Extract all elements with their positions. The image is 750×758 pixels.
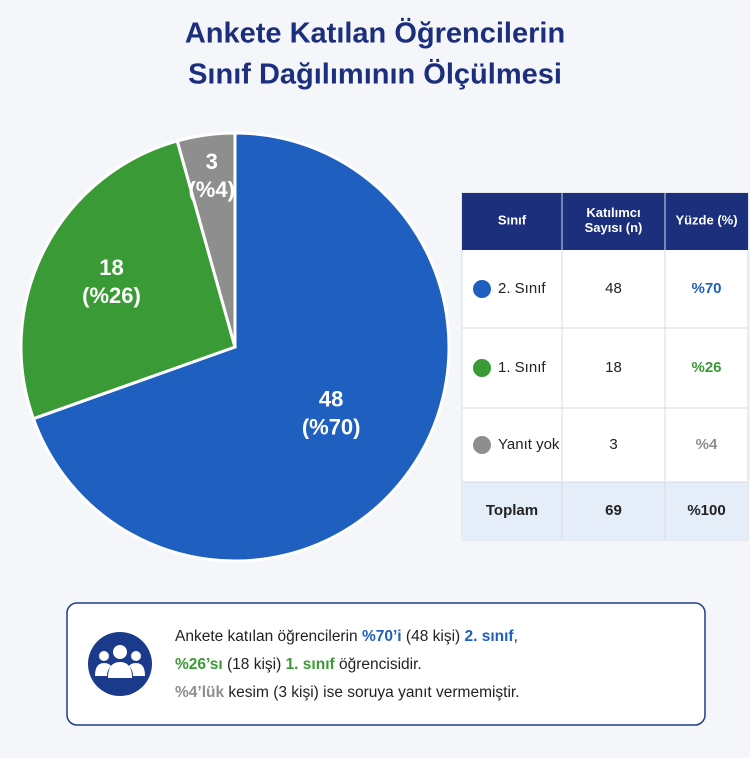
slice-value-label: 3 bbox=[206, 149, 218, 174]
summary-segment: , bbox=[514, 628, 518, 645]
pie: 48 (%70) 18 (%26) 3 (%4) bbox=[19, 131, 451, 563]
title-line: Ankete Katılan Öğrencilerin bbox=[185, 17, 565, 50]
pie-slice bbox=[19, 139, 237, 421]
table-cell: %26 bbox=[691, 359, 721, 376]
slice-value-label: 18 bbox=[99, 255, 123, 280]
summary-line: %26’sı (18 kişi) 1. sınıf öğrencisidir. bbox=[175, 656, 422, 673]
summary-segment: %26’sı bbox=[175, 656, 223, 673]
summary-segment: Ankete katılan öğrencilerin bbox=[175, 628, 362, 645]
table-cell: 2. Sınıf bbox=[498, 280, 546, 297]
summary-segment: öğrencisidir. bbox=[335, 656, 422, 673]
summary-segment: %70’i bbox=[362, 628, 402, 645]
pie-slice bbox=[31, 131, 451, 563]
table-cell: 48 bbox=[605, 280, 622, 297]
table: Sınıf Katılımcı Sayısı (n) Yüzde (%) 2. Sını… bbox=[461, 192, 749, 541]
legend-dot bbox=[473, 436, 491, 454]
pie-slice bbox=[175, 131, 237, 348]
table-total-cell: Toplam bbox=[486, 502, 538, 519]
table-cell: 1. Sınıf bbox=[498, 359, 546, 376]
table-header-cell: Katılımcı Sayısı (n) bbox=[585, 205, 643, 235]
slice-percent-label: (%70) bbox=[302, 415, 361, 440]
summary-segment: %4’lük bbox=[175, 684, 224, 701]
summary-box bbox=[66, 602, 706, 726]
summary-segment: (18 kişi) bbox=[223, 656, 286, 673]
table-header-cell: Yüzde (%) bbox=[675, 212, 737, 227]
table-cell: 3 bbox=[609, 436, 617, 453]
slice-percent-label: (%4) bbox=[188, 177, 234, 202]
summary-segment: 1. sınıf bbox=[286, 656, 336, 673]
legend-dot bbox=[473, 280, 491, 298]
summary-segment: (48 kişi) bbox=[402, 628, 465, 645]
legend-dot bbox=[473, 359, 491, 377]
summary-segment: kesim (3 kişi) ise soruya yanıt vermemiş… bbox=[224, 684, 519, 701]
slice-value-label: 48 bbox=[319, 387, 343, 412]
table-cell: %4 bbox=[696, 436, 718, 453]
table-total-row bbox=[462, 482, 748, 540]
title-line: Sınıf Dağılımının Ölçülmesi bbox=[188, 58, 562, 91]
table-cell: %70 bbox=[691, 280, 721, 297]
summary-line: Ankete katılan öğrencilerin %70’i (48 ki… bbox=[175, 628, 518, 645]
table-header bbox=[462, 193, 748, 250]
table-cell: Yanıt yok bbox=[498, 436, 560, 453]
table-total-cell: 69 bbox=[605, 502, 622, 519]
table-total-cell: %100 bbox=[687, 502, 725, 519]
summary-segment: 2. sınıf bbox=[464, 628, 514, 645]
people-icon bbox=[88, 632, 152, 696]
table-header-cell: Sınıf bbox=[498, 212, 527, 227]
slice-percent-label: (%26) bbox=[82, 283, 141, 308]
summary-line: %4’lük kesim (3 kişi) ise soruya yanıt v… bbox=[175, 684, 520, 701]
table-cell: 18 bbox=[605, 359, 622, 376]
